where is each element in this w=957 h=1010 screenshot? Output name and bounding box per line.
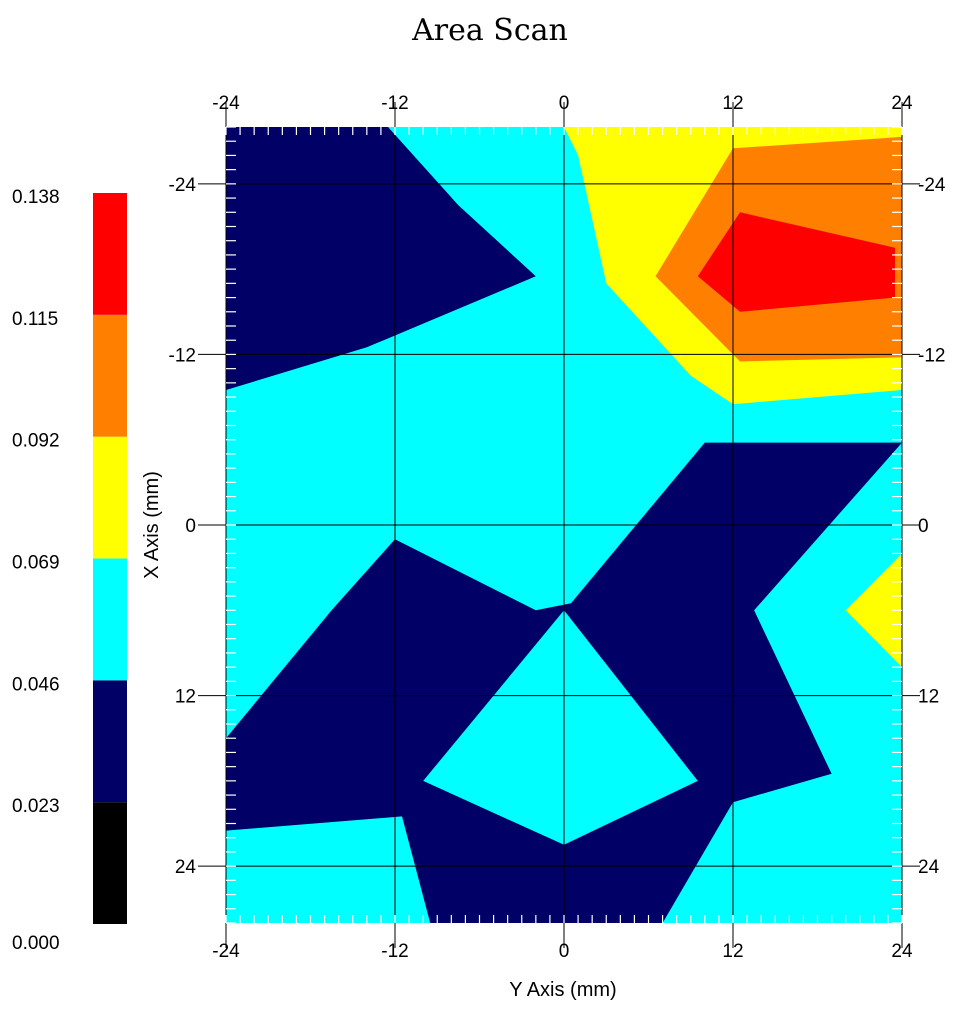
y-tick-label-right: 0	[918, 516, 929, 537]
x-tick-label-bottom: -12	[381, 941, 408, 962]
colorbar-swatch	[93, 314, 127, 437]
x-tick-label-top: 24	[891, 93, 913, 114]
colorbar-label: 0.092	[12, 431, 60, 452]
contour-region-bottom-center-hole	[423, 610, 698, 845]
y-tick-label-right: -12	[918, 345, 945, 366]
y-tick-label-right: -24	[918, 175, 946, 196]
x-tick-label-bottom: 12	[722, 941, 743, 962]
y-tick-label-right: 12	[918, 687, 939, 708]
colorbar-label: 0.046	[12, 674, 60, 695]
y-tick-label-left: 12	[175, 687, 196, 708]
colorbar-label: 0.069	[12, 553, 60, 574]
x-tick-label-bottom: -24	[212, 941, 240, 962]
chart-title: Area Scan	[411, 13, 568, 48]
colorbar	[93, 193, 127, 924]
y-tick-label-left: 24	[175, 857, 197, 878]
x-tick-label-bottom: 0	[559, 941, 570, 962]
y-tick-label-left: 0	[185, 516, 196, 537]
tick-marks	[225, 126, 903, 924]
y-tick-label-left: -12	[169, 345, 196, 366]
x-axis-label: Y Axis (mm)	[509, 979, 616, 1001]
colorbar-labels: 0.023 0.046 0.069 0.092 0.115 0.138 0.000	[12, 187, 60, 954]
x-tick-label-top: -24	[212, 93, 240, 114]
x-tick-label-top: -12	[381, 93, 408, 114]
colorbar-swatch	[93, 193, 127, 315]
x-tick-label-top: 0	[559, 93, 570, 114]
colorbar-label: 0.023	[12, 796, 60, 817]
tick-labels: -24 -24 -12 -12 0 0 12 12 24 24 -24 -24 -12 -12 0 0 12 12…	[169, 93, 946, 962]
colorbar-label: 0.115	[12, 309, 58, 330]
colorbar-swatch	[93, 558, 127, 681]
x-tick-label-top: 12	[722, 93, 743, 114]
y-tick-label-right: 24	[918, 857, 940, 878]
colorbar-label: 0.138	[12, 187, 60, 208]
colorbar-swatch	[93, 802, 127, 924]
contour-region-top-left-low	[226, 127, 536, 390]
y-tick-label-left: -24	[169, 175, 197, 196]
colorbar-swatch	[93, 680, 127, 803]
y-axis-label: X Axis (mm)	[141, 471, 163, 579]
colorbar-label-bottom: 0.000	[12, 933, 60, 954]
colorbar-swatch	[93, 436, 127, 559]
contour-region-top-right-peak	[697, 212, 895, 312]
x-tick-label-bottom: 24	[891, 941, 913, 962]
contour-region-right-edge-mid	[845, 553, 902, 668]
